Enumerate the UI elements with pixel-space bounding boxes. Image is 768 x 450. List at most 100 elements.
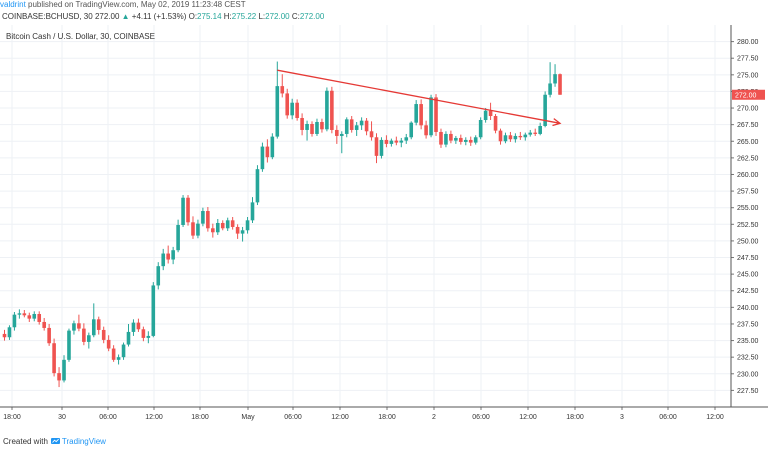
candle-body [374, 137, 379, 156]
candle-body [176, 224, 180, 251]
candle-body [325, 90, 329, 130]
candle-body [32, 313, 37, 319]
candle-body [429, 97, 433, 136]
symbol-label: COINBASE:BCHUSD, 30 [2, 12, 93, 21]
candle-body [27, 315, 32, 319]
y-tick-label: 260.00 [737, 172, 759, 179]
x-tick-label: 12:00 [519, 414, 537, 421]
chart-title: Bitcoin Cash / U.S. Dollar, 30, COINBASE [6, 32, 155, 41]
candle-body [354, 125, 359, 130]
y-tick-label: 227.50 [737, 388, 759, 395]
trendline [277, 69, 561, 124]
y-tick-label: 267.50 [737, 122, 759, 129]
candle-body [255, 169, 260, 203]
candle-body [235, 226, 240, 234]
candle-body [146, 335, 151, 338]
candle-body [290, 102, 294, 116]
candle-body [384, 139, 389, 144]
candle-body [101, 329, 106, 340]
candle-body [310, 123, 314, 134]
candle-body [553, 74, 557, 84]
y-tick-label: 252.50 [737, 222, 759, 229]
candle-body [488, 110, 493, 117]
tradingview-brand[interactable]: TradingView [50, 436, 106, 446]
candle-body [191, 222, 195, 236]
y-tick-label: 265.00 [737, 139, 759, 146]
publish-text: published on TradingView.com, May 02, 20… [28, 0, 246, 9]
chart-area[interactable]: 18:00 30 06:00 12:00 18:00 May 06:00 12:00 18:00… [0, 25, 768, 433]
y-tick-label: 275.00 [737, 72, 759, 79]
candle-body [513, 135, 518, 140]
candle-body [508, 135, 513, 140]
candle-body [171, 250, 175, 260]
candle-body [240, 230, 245, 234]
tradingview-logo-icon [50, 438, 60, 444]
candle-body [47, 327, 51, 344]
low-label: L: [258, 12, 266, 21]
author-link[interactable]: valdrint [0, 0, 26, 9]
candle-body [523, 134, 528, 138]
candle-body [57, 373, 61, 381]
candle-body [379, 139, 384, 156]
candle-body [389, 140, 394, 144]
candle-body [339, 133, 344, 136]
candle-body [459, 137, 463, 142]
candle-body [275, 86, 280, 137]
candle-body [62, 359, 66, 381]
tradingview-brand-label: TradingView [61, 436, 106, 446]
y-tick-label: 250.00 [737, 238, 759, 245]
y-tick-label: 237.50 [737, 321, 759, 328]
candle-body [91, 319, 96, 336]
candle-body [330, 90, 334, 130]
candle-body [196, 223, 200, 236]
y-tick-label: 247.50 [737, 255, 759, 262]
symbol-info-line: COINBASE:BCHUSD, 30 272.00 ▲ +4.11 (+1.5… [2, 12, 324, 24]
y-tick-label: 240.00 [737, 305, 759, 312]
candle-body [295, 102, 299, 119]
price-change: +4.11 (+1.53%) [131, 12, 187, 21]
candle-body [419, 104, 423, 126]
candle-body [151, 285, 156, 336]
candle-body [473, 137, 478, 143]
candle-body [230, 220, 235, 227]
candle-body [2, 333, 7, 338]
candle-body [280, 86, 285, 94]
y-tick-label: 280.00 [737, 39, 759, 46]
high-value: 275.22 [231, 12, 257, 21]
candle-body [444, 133, 448, 145]
y-tick-label: 232.50 [737, 355, 759, 362]
open-label: O: [188, 12, 198, 21]
candle-body [77, 323, 81, 329]
x-tick-label: 18:00 [378, 414, 396, 421]
candle-body [7, 327, 12, 338]
low-value: 272.00 [265, 12, 290, 21]
y-tick-label: 255.00 [737, 205, 759, 212]
candle-body [181, 197, 185, 225]
candle-body [87, 335, 91, 342]
x-tick-label: 06:00 [99, 414, 117, 421]
candle-body [320, 121, 324, 130]
candle-body [483, 110, 488, 121]
candle-body [335, 129, 339, 136]
y-tick-label: 262.50 [737, 155, 759, 162]
last-price: 272.00 [94, 12, 120, 21]
candle-body [111, 348, 116, 360]
candle-body [404, 137, 409, 141]
candle-body [186, 197, 190, 223]
candle-body [136, 322, 141, 330]
candle-body [518, 135, 523, 138]
candle-body [359, 120, 364, 126]
close-label: C: [291, 12, 300, 21]
candle-body [42, 321, 46, 328]
y-tick-label: 235.00 [737, 338, 759, 345]
candle-body [106, 339, 111, 349]
candle-body [126, 331, 131, 345]
candlestick-chart[interactable]: 18:00 30 06:00 12:00 18:00 May 06:00 12:00 18:00… [0, 25, 768, 433]
candle-body [201, 211, 205, 224]
candle-body [503, 135, 508, 142]
candle-body [96, 319, 101, 330]
candle-body [449, 133, 453, 141]
candle-body [12, 314, 17, 328]
price-label-box [732, 89, 765, 100]
candle-body [463, 139, 468, 142]
